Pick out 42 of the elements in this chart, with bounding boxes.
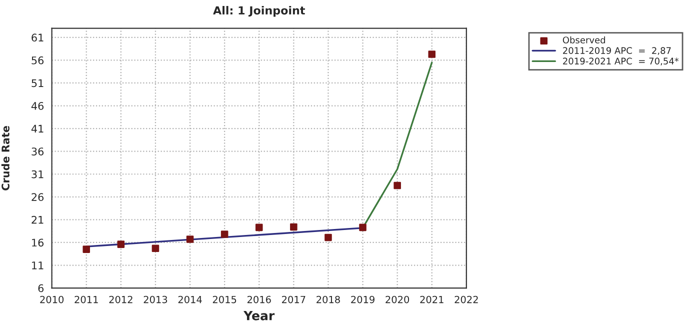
point [394, 182, 401, 190]
legend-label: 2019-2021 APC = 70,54* [563, 58, 679, 66]
x-tick-label: 2010 [40, 296, 64, 304]
point [186, 236, 194, 243]
x-tick-label: 2019 [351, 296, 374, 304]
point [117, 240, 125, 248]
x-tick-label: 2020 [386, 296, 410, 304]
chart-title: All: 1 Joinpoint [213, 6, 305, 17]
x-tick-label: 2013 [144, 296, 168, 304]
point [152, 244, 160, 252]
x-tick-label: 2012 [109, 296, 132, 304]
x-tick-label: 2018 [316, 296, 340, 304]
y-tick-label: 6 [38, 284, 44, 292]
y-tick-label: 41 [31, 124, 44, 133]
y-tick-label: 46 [31, 102, 44, 110]
x-tick-label: 2017 [282, 296, 306, 304]
y-tick-label: 61 [32, 34, 44, 42]
y-axis-title: Crude Rate [1, 126, 10, 190]
y-tick-label: 31 [32, 170, 44, 178]
point [428, 50, 436, 58]
x-tick-label: 2015 [212, 296, 236, 304]
y-tick-label: 21 [32, 216, 44, 224]
y-tick-label: 56 [32, 56, 44, 64]
point [82, 246, 90, 253]
x-tick-label: 2011 [74, 296, 98, 304]
x-tick-label: 2014 [178, 296, 202, 304]
point [255, 224, 263, 232]
x-axis-title: Year [244, 311, 275, 320]
legend-label: Observed [562, 36, 605, 44]
y-tick-label: 16 [32, 238, 44, 247]
y-tick-label: 36 [32, 148, 44, 156]
y-tick-label: 11 [32, 262, 44, 270]
legend-label: 2011-2019 APC = 2,87 [563, 47, 671, 55]
point [290, 223, 298, 231]
x-tick-label: 2021 [420, 296, 444, 304]
x-tick-label: 2022 [454, 296, 478, 304]
point [324, 234, 332, 242]
point [359, 224, 366, 232]
y-tick-label: 26 [32, 193, 44, 202]
x-tick-label: 2016 [247, 296, 271, 304]
point [220, 230, 228, 238]
y-tick-label: 51 [32, 79, 44, 88]
